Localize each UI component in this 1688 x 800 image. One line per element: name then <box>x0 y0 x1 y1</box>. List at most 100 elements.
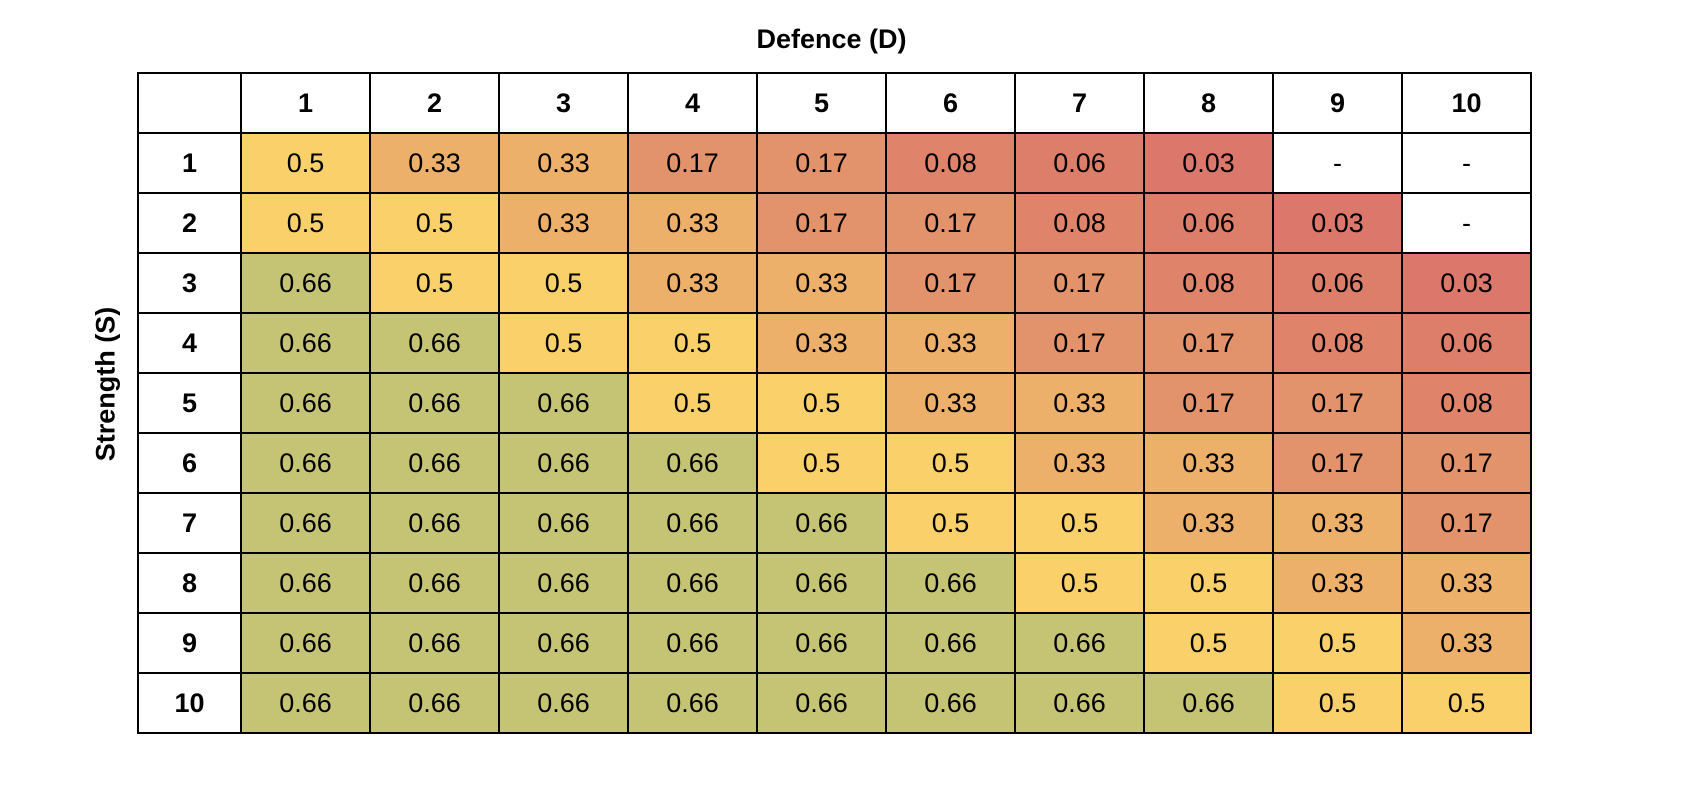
row-header: 5 <box>137 372 242 434</box>
heatmap-cell: 0.33 <box>1401 612 1532 674</box>
heatmap-cell: 0.33 <box>498 132 629 194</box>
heatmap-cell: 0.5 <box>756 372 887 434</box>
heatmap-cell: 0.5 <box>498 252 629 314</box>
column-header: 1 <box>240 72 371 134</box>
heatmap-cell: 0.17 <box>1401 492 1532 554</box>
heatmap-cell: 0.66 <box>885 672 1016 734</box>
heatmap-cell: 0.5 <box>369 252 500 314</box>
table-row: 3 0.66 0.5 0.5 0.33 0.33 0.17 0.17 0.08 0.06 0.03 <box>137 252 1532 314</box>
heatmap-cell: 0.33 <box>1272 552 1403 614</box>
heatmap-cell: 0.66 <box>498 552 629 614</box>
heatmap-cell: 0.17 <box>1014 312 1145 374</box>
heatmap-cell: 0.33 <box>1143 432 1274 494</box>
heatmap-cell: 0.5 <box>1143 612 1274 674</box>
heatmap-cell: 0.08 <box>1401 372 1532 434</box>
heatmap-cell: 0.5 <box>627 312 758 374</box>
heatmap-cell: 0.03 <box>1143 132 1274 194</box>
heatmap-cell: 0.66 <box>1143 672 1274 734</box>
heatmap-cell: 0.66 <box>756 492 887 554</box>
row-header: 6 <box>137 432 242 494</box>
table-row: 4 0.66 0.66 0.5 0.5 0.33 0.33 0.17 0.17 0.08 0.06 <box>137 312 1532 374</box>
column-header: 7 <box>1014 72 1145 134</box>
heatmap-cell: 0.66 <box>498 432 629 494</box>
heatmap-cell: 0.66 <box>369 372 500 434</box>
heatmap-cell: 0.33 <box>885 312 1016 374</box>
heatmap-cell: 0.33 <box>627 192 758 254</box>
heatmap-cell: 0.33 <box>498 192 629 254</box>
heatmap-cell: 0.66 <box>756 612 887 674</box>
heatmap-cell: 0.33 <box>756 252 887 314</box>
heatmap-cell: 0.33 <box>1143 492 1274 554</box>
heatmap-cell: 0.66 <box>240 672 371 734</box>
row-header: 2 <box>137 192 242 254</box>
heatmap-cell: 0.66 <box>885 552 1016 614</box>
heatmap-cell: 0.66 <box>627 492 758 554</box>
heatmap-cell: 0.17 <box>1272 372 1403 434</box>
heatmap-cell: 0.33 <box>1401 552 1532 614</box>
heatmap-cell: 0.66 <box>369 492 500 554</box>
column-header: 4 <box>627 72 758 134</box>
heatmap-cell: 0.66 <box>627 552 758 614</box>
heatmap-cell: 0.03 <box>1401 252 1532 314</box>
heatmap-cell: 0.08 <box>1014 192 1145 254</box>
heatmap-cell: 0.66 <box>369 312 500 374</box>
header-row: 1 2 3 4 5 6 7 8 9 10 <box>137 72 1532 134</box>
heatmap-cell: 0.17 <box>756 132 887 194</box>
heatmap-cell: 0.17 <box>1014 252 1145 314</box>
heatmap-cell: - <box>1401 192 1532 254</box>
heatmap-cell: 0.66 <box>498 372 629 434</box>
heatmap-cell: - <box>1401 132 1532 194</box>
heatmap-cell: 0.17 <box>627 132 758 194</box>
row-header: 8 <box>137 552 242 614</box>
heatmap-cell: 0.17 <box>756 192 887 254</box>
heatmap-cell: 0.66 <box>369 552 500 614</box>
heatmap-cell: 0.66 <box>498 672 629 734</box>
corner-cell <box>137 72 242 134</box>
heatmap-cell: 0.08 <box>1272 312 1403 374</box>
heatmap-cell: 0.33 <box>1014 432 1145 494</box>
heatmap-cell: 0.66 <box>627 672 758 734</box>
heatmap-cell: 0.66 <box>369 612 500 674</box>
y-axis-title: Strength (S) <box>90 306 121 462</box>
column-header: 9 <box>1272 72 1403 134</box>
column-header: 8 <box>1143 72 1274 134</box>
row-header: 3 <box>137 252 242 314</box>
heatmap-cell: 0.66 <box>240 612 371 674</box>
column-header: 5 <box>756 72 887 134</box>
column-header: 3 <box>498 72 629 134</box>
heatmap-cell: 0.06 <box>1014 132 1145 194</box>
row-header: 4 <box>137 312 242 374</box>
heatmap-cell: 0.08 <box>1143 252 1274 314</box>
heatmap-cell: 0.33 <box>369 132 500 194</box>
heatmap-cell: 0.66 <box>756 672 887 734</box>
column-header: 2 <box>369 72 500 134</box>
heatmap-cell: 0.5 <box>240 132 371 194</box>
heatmap-cell: 0.5 <box>885 492 1016 554</box>
heatmap-cell: 0.66 <box>756 552 887 614</box>
heatmap-cell: 0.66 <box>498 492 629 554</box>
heatmap-cell: - <box>1272 132 1403 194</box>
heatmap-cell: 0.5 <box>1401 672 1532 734</box>
heatmap-cell: 0.33 <box>756 312 887 374</box>
table-row: 2 0.5 0.5 0.33 0.33 0.17 0.17 0.08 0.06 0.03- <box>137 192 1532 254</box>
table-row: 9 0.66 0.66 0.66 0.66 0.66 0.66 0.66 0.5 0.5 0.33 <box>137 612 1532 674</box>
heatmap-cell: 0.66 <box>240 492 371 554</box>
heatmap-cell: 0.5 <box>1272 612 1403 674</box>
heatmap-cell: 0.66 <box>498 612 629 674</box>
heatmap-cell: 0.17 <box>885 192 1016 254</box>
heatmap-cell: 0.66 <box>885 612 1016 674</box>
table-row: 5 0.66 0.66 0.66 0.5 0.5 0.33 0.33 0.17 0.17 0.08 <box>137 372 1532 434</box>
table-row: 6 0.66 0.66 0.66 0.66 0.5 0.5 0.33 0.33 0.17 0.17 <box>137 432 1532 494</box>
heatmap-cell: 0.5 <box>498 312 629 374</box>
table-row: 1 0.5 0.33 0.33 0.17 0.17 0.08 0.06 0.03- - <box>137 132 1532 194</box>
heatmap-cell: 0.5 <box>1014 492 1145 554</box>
heatmap-cell: 0.66 <box>240 552 371 614</box>
column-header: 10 <box>1401 72 1532 134</box>
heatmap-cell: 0.17 <box>1272 432 1403 494</box>
heatmap-cell: 0.66 <box>1014 612 1145 674</box>
heatmap-cell: 0.66 <box>240 312 371 374</box>
heatmap-cell: 0.66 <box>240 432 371 494</box>
heatmap-cell: 0.17 <box>885 252 1016 314</box>
table-row: 8 0.66 0.66 0.66 0.66 0.66 0.66 0.5 0.5 0.33 0.33 <box>137 552 1532 614</box>
heatmap-cell: 0.06 <box>1401 312 1532 374</box>
